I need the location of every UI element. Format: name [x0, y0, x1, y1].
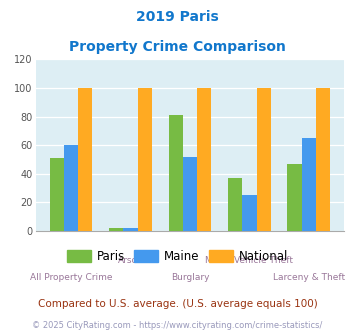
Bar: [288, 164, 302, 231]
Bar: [316, 88, 330, 231]
Bar: [109, 228, 123, 231]
Text: Compared to U.S. average. (U.S. average equals 100): Compared to U.S. average. (U.S. average …: [38, 299, 317, 309]
Bar: [138, 88, 152, 231]
Text: Arson: Arson: [118, 256, 143, 265]
Text: © 2025 CityRating.com - https://www.cityrating.com/crime-statistics/: © 2025 CityRating.com - https://www.city…: [32, 321, 323, 330]
Text: Property Crime Comparison: Property Crime Comparison: [69, 40, 286, 53]
Legend: Paris, Maine, National: Paris, Maine, National: [64, 246, 291, 266]
Bar: [183, 157, 197, 231]
Text: Burglary: Burglary: [171, 273, 209, 282]
Bar: [169, 115, 183, 231]
Bar: [242, 195, 257, 231]
Bar: [123, 228, 138, 231]
Text: All Property Crime: All Property Crime: [30, 273, 112, 282]
Text: Motor Vehicle Theft: Motor Vehicle Theft: [206, 256, 294, 265]
Bar: [78, 88, 92, 231]
Bar: [50, 158, 64, 231]
Bar: [64, 145, 78, 231]
Bar: [257, 88, 271, 231]
Text: 2019 Paris: 2019 Paris: [136, 10, 219, 24]
Bar: [302, 138, 316, 231]
Bar: [228, 178, 242, 231]
Text: Larceny & Theft: Larceny & Theft: [273, 273, 345, 282]
Bar: [197, 88, 211, 231]
